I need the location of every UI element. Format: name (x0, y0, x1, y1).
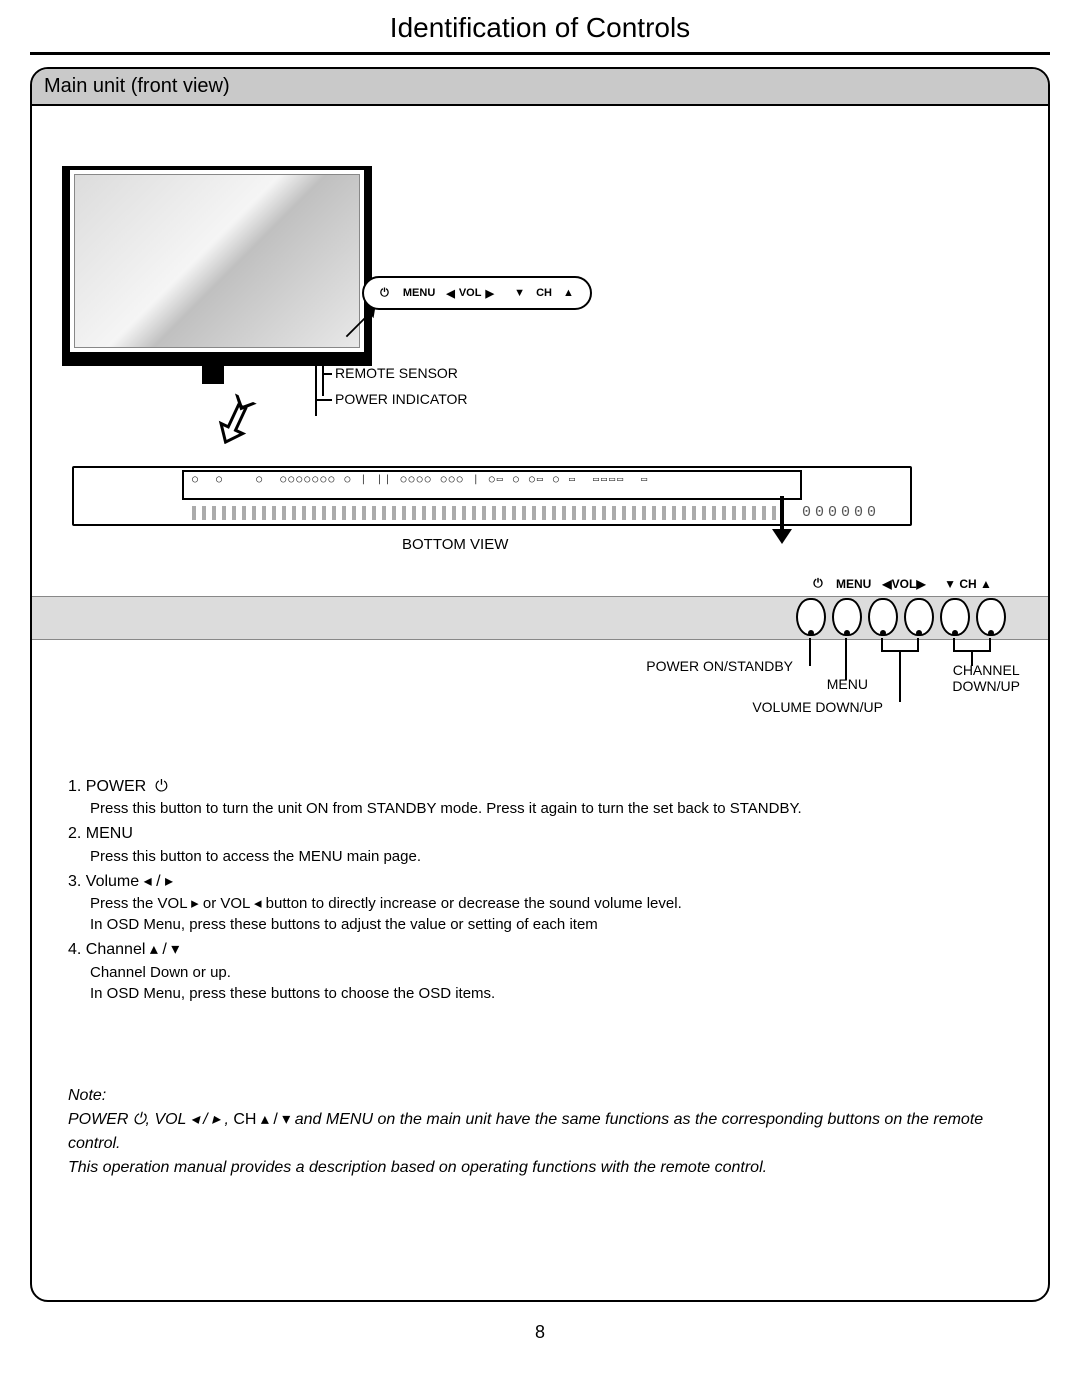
menu-knob (832, 598, 862, 636)
triangle-right-icon: ▶ (916, 577, 925, 591)
desc-4-body1: Channel Down or up. (90, 962, 1012, 983)
page-title: Identification of Controls (30, 0, 1050, 52)
triangle-up-icon: ▲ (980, 577, 992, 591)
bottom-view-code: 000000 (802, 504, 880, 521)
strip-menu: MENU (836, 577, 870, 591)
desc-1-title: 1. POWER ⏻ (68, 776, 1012, 798)
power-icon: ⏻ (804, 576, 832, 591)
triangle-left-icon: ◀ (882, 577, 891, 591)
bubble-arrow-icon (342, 306, 377, 341)
power-icon: ⏻ (155, 778, 168, 795)
tv-stand (202, 366, 224, 384)
desc-3-title: 3. Volume ◂ / ▸ (68, 871, 1012, 893)
diagram-area: ⏻ MENU ◀VOL▶ ▼ CH ▲ REMOTE SENSOR POWER … (32, 106, 1048, 736)
note-line2: This operation manual provides a descrip… (68, 1156, 1012, 1180)
ch-up-knob (976, 598, 1006, 636)
control-bubble: ⏻ MENU ◀ VOL▶ ▼ CH ▲ (362, 276, 592, 310)
panel-header: Main unit (front view) (32, 69, 1048, 106)
description-list: 1. POWER ⏻ Press this button to turn the… (32, 776, 1048, 1004)
desc-2-body: Press this button to access the MENU mai… (90, 846, 1012, 867)
strip-vol: VOL (892, 577, 917, 591)
button-strip: ⏻ MENU ◀VOL▶ ▼ CH ▲ (32, 576, 1048, 726)
ch-down-knob (940, 598, 970, 636)
tv-screen (74, 174, 360, 348)
vol-up-knob (904, 598, 934, 636)
desc-4-title: 4. Channel ▴ / ▾ (68, 939, 1012, 961)
triangle-right-icon: ▶ (485, 287, 493, 300)
strip-top-labels: ⏻ MENU ◀VOL▶ ▼ CH ▲ (804, 576, 998, 591)
desc-3-body2: In OSD Menu, press these buttons to adju… (90, 914, 1012, 935)
desc-3-body1: Press the VOL ▸ or VOL ◂ button to direc… (90, 893, 1012, 914)
triangle-down-icon: ▼ (944, 577, 956, 591)
bottom-view-label: BOTTOM VIEW (402, 536, 508, 553)
note-title: Note: (68, 1084, 1012, 1108)
page-number: 8 (30, 1322, 1050, 1343)
tv-front-illustration (62, 166, 372, 366)
note-block: Note: POWER ⏻, VOL ◂ / ▸ , CH ▴ / ▾ and … (32, 1084, 1048, 1180)
bubble-vol: VOL (459, 287, 482, 299)
power-indicator-label: POWER INDICATOR (335, 391, 468, 407)
desc-4-body2: In OSD Menu, press these buttons to choo… (90, 983, 1012, 1004)
knob-row (796, 598, 1006, 636)
desc-2-title: 2. MENU (68, 823, 1012, 845)
remote-sensor-label: REMOTE SENSOR (335, 365, 458, 381)
power-knob (796, 598, 826, 636)
volume-callout: VOLUME DOWN/UP (752, 699, 883, 715)
bubble-ch: CH (536, 287, 552, 299)
triangle-left-icon: ◀ (446, 287, 454, 300)
triangle-down-icon: ▼ (514, 287, 525, 299)
power-icon: ⏻ (380, 287, 389, 300)
desc-1-body: Press this button to turn the unit ON fr… (90, 798, 1012, 819)
note-line1: POWER ⏻, VOL ◂ / ▸ , CH ▴ / ▾ and MENU o… (68, 1108, 1012, 1156)
title-rule (30, 52, 1050, 55)
bubble-menu: MENU (403, 287, 435, 299)
power-icon: ⏻ (133, 1111, 146, 1128)
channel-callout: CHANNEL DOWN/UP (952, 662, 1020, 694)
triangle-up-icon: ▲ (563, 287, 574, 299)
menu-callout: MENU (827, 676, 868, 692)
main-panel: Main unit (front view) ⏻ MENU ◀VOL▶ ▼ CH… (30, 67, 1050, 1302)
power-callout: POWER ON/STANDBY (646, 658, 793, 674)
bottom-view-arrow-icon (767, 491, 797, 555)
vol-down-knob (868, 598, 898, 636)
down-arrow-icon (200, 385, 268, 463)
strip-ch: CH (959, 577, 976, 591)
